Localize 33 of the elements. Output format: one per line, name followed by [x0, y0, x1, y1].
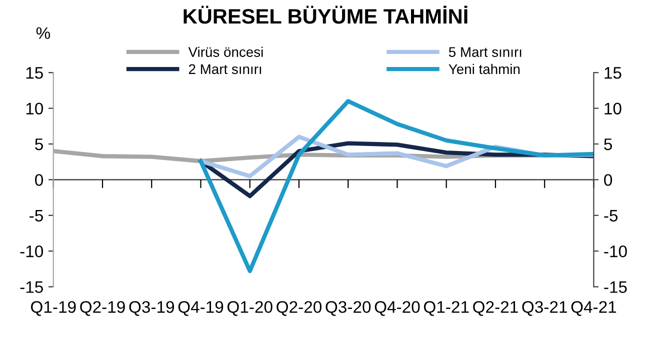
- legend-label: 5 Mart sınırı: [448, 47, 522, 57]
- y-tick-label: 10: [26, 102, 44, 114]
- x-tick-label: Q2-21: [473, 301, 518, 316]
- y-tick-label: -10: [20, 245, 44, 258]
- y-axis-title: %: [36, 27, 50, 39]
- x-tick-label: Q1-20: [227, 301, 272, 316]
- x-tick-label: Q2-19: [80, 301, 125, 316]
- x-tick-label: Q1-21: [424, 301, 469, 316]
- y2-tick-label: 15: [604, 67, 622, 79]
- y2-tick-label: 0: [604, 174, 612, 186]
- line-series: [198, 99, 594, 274]
- y2-tick-label: -15: [604, 281, 627, 293]
- chart-title: KÜRESEL BÜYÜME TAHMİNİ: [184, 6, 468, 24]
- x-tick-label: Q3-21: [522, 301, 567, 316]
- x-tick-label: Q4-21: [571, 301, 616, 316]
- y2-tick-label: -10: [604, 245, 627, 258]
- y-tick-label: 5: [35, 138, 43, 150]
- y-tick-label: 15: [26, 67, 43, 79]
- legend-label: 2 Mart sınırı: [188, 64, 262, 74]
- x-tick-label: Q4-19: [178, 301, 224, 316]
- x-tick-label: Q1-19: [31, 301, 76, 316]
- y-tick-label: -5: [30, 210, 43, 222]
- x-tick-label: Q2-20: [276, 301, 322, 316]
- y2-tick-label: 10: [604, 102, 622, 114]
- x-tick-label: Q3-20: [326, 301, 371, 316]
- legend-label: Virüs öncesi: [188, 46, 263, 57]
- y-tick-label: 0: [35, 174, 44, 186]
- y-tick-label: -15: [20, 281, 43, 293]
- x-tick-label: Q3-19: [129, 301, 174, 316]
- legend-label: Yeni tahmin: [448, 64, 520, 74]
- y2-tick-label: -5: [604, 210, 618, 222]
- x-tick-label: Q4-20: [374, 301, 420, 316]
- y2-tick-label: 5: [604, 138, 612, 150]
